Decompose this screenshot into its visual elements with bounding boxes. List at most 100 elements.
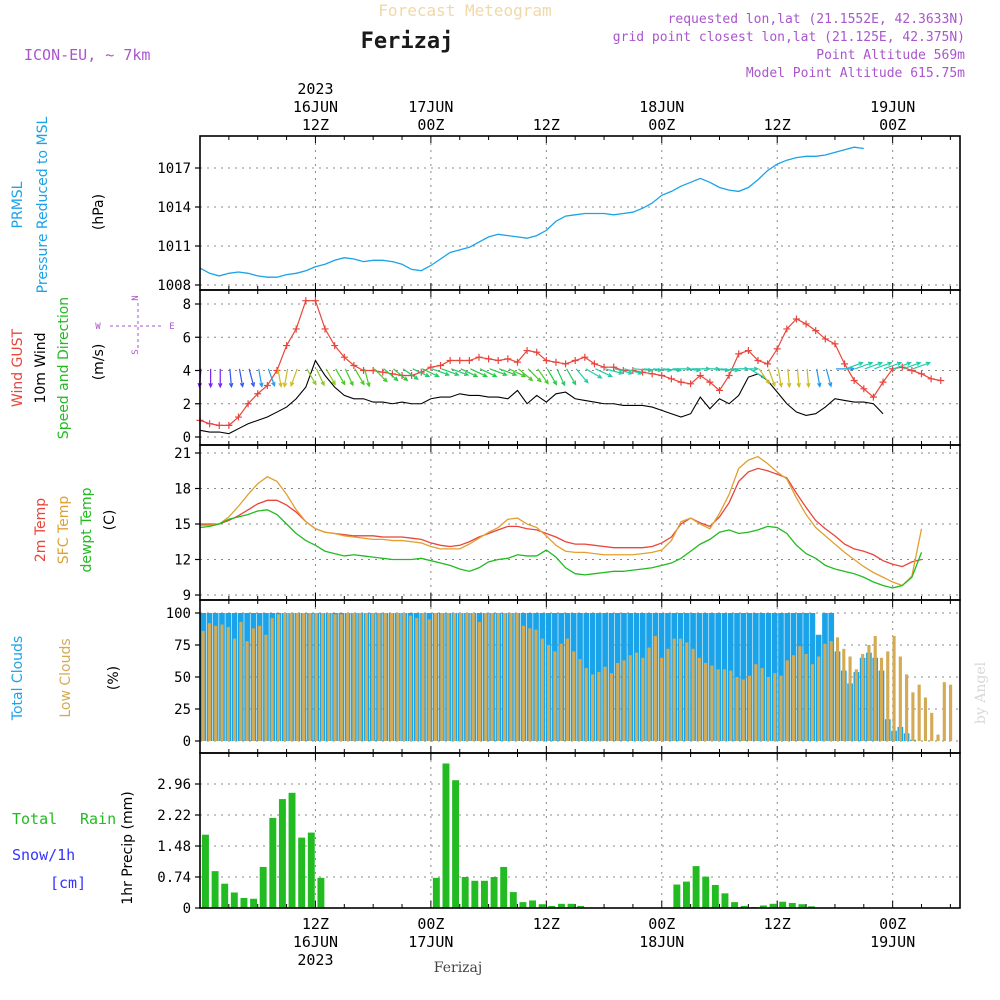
low-cloud-bar — [949, 684, 953, 741]
arrow-shaft — [431, 368, 450, 376]
wind-direction-arrow — [470, 368, 488, 378]
gust-marker — [590, 360, 598, 368]
arrow-shaft — [720, 368, 739, 372]
gust-marker — [696, 371, 704, 379]
header-requested: requested lon,lat (21.1552E, 42.3633N) — [668, 12, 965, 27]
arrow-shaft — [315, 368, 325, 386]
rain-bar — [250, 898, 258, 908]
low-cloud-bar — [484, 613, 488, 741]
low-cloud-bar — [402, 613, 406, 741]
low-cloud-bar — [685, 642, 689, 741]
arrow-shaft — [787, 368, 791, 387]
gust-marker — [754, 357, 762, 365]
wind-direction-arrow — [585, 368, 603, 379]
gust-marker — [812, 327, 820, 335]
arrow-head — [552, 380, 558, 386]
gust-marker — [773, 345, 781, 353]
compass-w: W — [95, 322, 101, 332]
arrow-head — [753, 366, 760, 372]
low-cloud-bar — [886, 651, 890, 741]
arrow-shaft — [883, 362, 902, 370]
gust-marker — [244, 400, 252, 408]
low-cloud-bar — [923, 697, 928, 741]
temp-labels: 2m Temp SFC Temp dewpt Temp (C) — [33, 487, 118, 572]
arrow-shaft — [229, 368, 233, 387]
low-cloud-bar — [471, 613, 475, 741]
low-cloud-bar — [540, 638, 544, 741]
low-cloud-bar — [590, 674, 595, 741]
wind-direction-arrow — [624, 368, 644, 375]
low-cloud-bar — [584, 668, 588, 741]
rain-bar — [269, 817, 277, 908]
rain-bar — [519, 902, 527, 908]
rain-bar — [307, 832, 315, 908]
low-cloud-bar — [666, 648, 670, 741]
low-cloud-bar — [842, 648, 846, 741]
gust-marker — [494, 357, 502, 365]
rain-bar — [702, 876, 710, 908]
arrow-shaft — [537, 368, 549, 384]
rain-bar — [211, 871, 219, 908]
gust-marker — [292, 325, 300, 333]
wind-direction-arrow — [267, 368, 276, 388]
gust-marker — [610, 363, 618, 371]
low-cloud-bar — [239, 621, 243, 741]
header-title: Forecast Meteogram — [378, 1, 551, 20]
cloud-label-low: Low Clouds — [58, 638, 74, 717]
arrow-head — [228, 382, 234, 389]
wind-direction-arrow — [306, 368, 317, 386]
arrow-head — [877, 361, 884, 366]
low-cloud-bar — [804, 653, 808, 741]
gust-marker — [302, 297, 310, 305]
arrow-head — [806, 382, 811, 389]
wind-direction-arrow — [460, 368, 479, 378]
low-cloud-bar — [779, 675, 783, 741]
low-cloud-bar — [390, 613, 394, 741]
arrow-shaft — [546, 368, 557, 385]
arrow-shaft — [595, 368, 612, 377]
rain-bar — [683, 881, 690, 908]
arrow-shaft — [248, 368, 255, 387]
low-cloud-bar — [295, 613, 299, 741]
arrow-shaft — [796, 368, 800, 387]
rain-bar — [548, 905, 556, 908]
wind-direction-arrow — [217, 368, 223, 389]
top-time-label: 12Z — [533, 116, 560, 134]
compass-s: S — [131, 349, 141, 354]
bottom-time-label: 12Z — [764, 915, 791, 933]
arrow-shaft — [412, 368, 430, 377]
arrow-shaft — [267, 368, 276, 386]
top-time-label: 00Z — [879, 116, 906, 134]
header-location: Ferizaj — [361, 29, 454, 54]
wind-direction-arrow — [344, 368, 354, 387]
low-cloud-bar — [616, 662, 620, 741]
low-cloud-bar — [440, 613, 444, 741]
gust-marker — [927, 375, 935, 383]
arrow-shaft — [662, 368, 681, 372]
arrow-shaft — [527, 368, 542, 382]
gust-marker — [263, 381, 271, 389]
arrow-head — [290, 381, 295, 388]
gust-marker — [783, 325, 791, 333]
gust-marker — [792, 315, 800, 323]
gust-marker — [677, 378, 685, 386]
wind-direction-arrow — [614, 368, 634, 375]
arrow-head — [278, 382, 283, 388]
low-cloud-bar — [327, 613, 331, 741]
bottom-time-label: 2023 — [297, 951, 333, 969]
gust-marker — [869, 393, 877, 401]
arrow-shaft — [422, 368, 439, 377]
rain-bar — [259, 866, 267, 908]
wind10-line — [199, 359, 884, 435]
gust-marker — [485, 355, 493, 363]
arrow-shaft — [344, 368, 354, 386]
gust-marker — [687, 380, 695, 388]
wind-direction-arrow — [282, 368, 289, 388]
wind-direction-arrow — [739, 366, 760, 372]
low-cloud-bar — [534, 629, 538, 741]
top-time-label: 00Z — [417, 116, 444, 134]
rain-bar — [711, 884, 719, 908]
low-cloud-bar — [572, 651, 576, 741]
arrow-head — [868, 361, 874, 366]
gust-marker — [234, 413, 242, 421]
